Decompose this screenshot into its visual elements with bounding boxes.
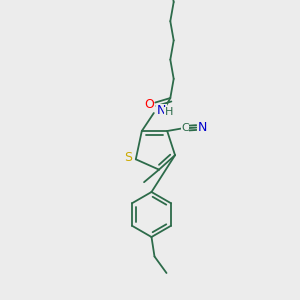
Text: H: H: [165, 107, 173, 117]
Text: C: C: [181, 123, 189, 133]
Text: N: N: [157, 104, 166, 117]
Text: N: N: [198, 121, 207, 134]
Text: O: O: [144, 98, 154, 110]
Text: S: S: [124, 151, 132, 164]
